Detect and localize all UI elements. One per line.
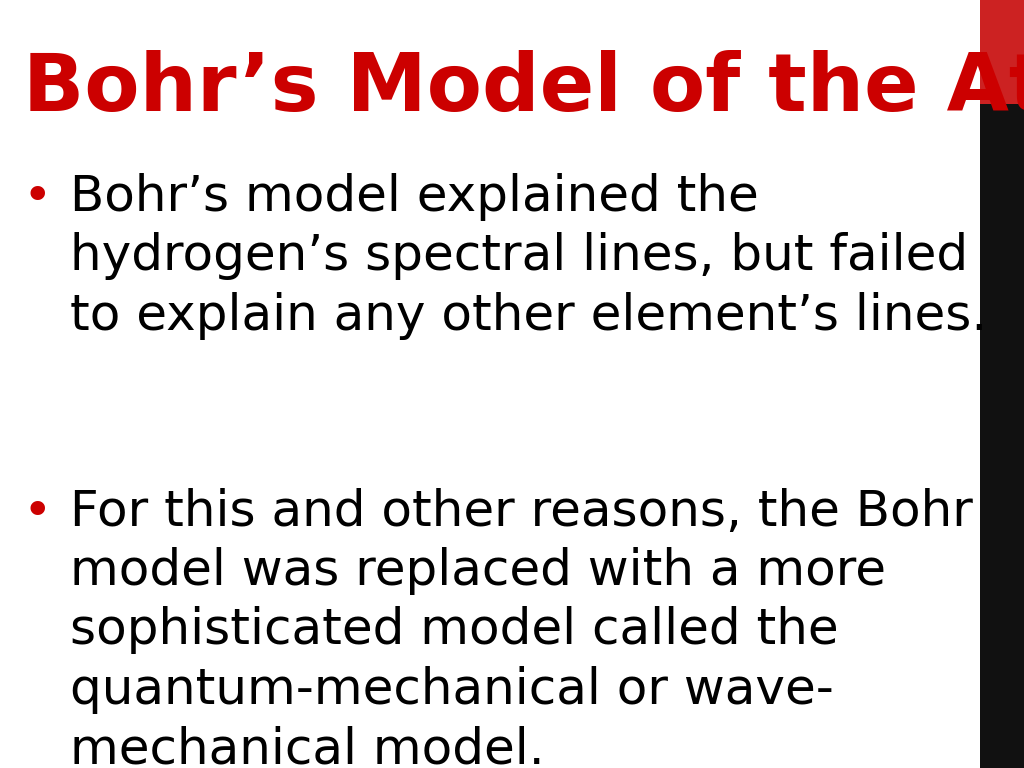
Bar — [981, 0, 1024, 104]
Text: For this and other reasons, the Bohr
model was replaced with a more
sophisticate: For this and other reasons, the Bohr mod… — [70, 488, 973, 768]
Bar — [981, 104, 1024, 768]
Text: •: • — [23, 488, 52, 536]
Text: Bohr’s Model of the Atom: Bohr’s Model of the Atom — [23, 50, 1024, 128]
Text: •: • — [23, 173, 52, 221]
Text: Bohr’s model explained the
hydrogen’s spectral lines, but failed
to explain any : Bohr’s model explained the hydrogen’s sp… — [70, 173, 987, 339]
